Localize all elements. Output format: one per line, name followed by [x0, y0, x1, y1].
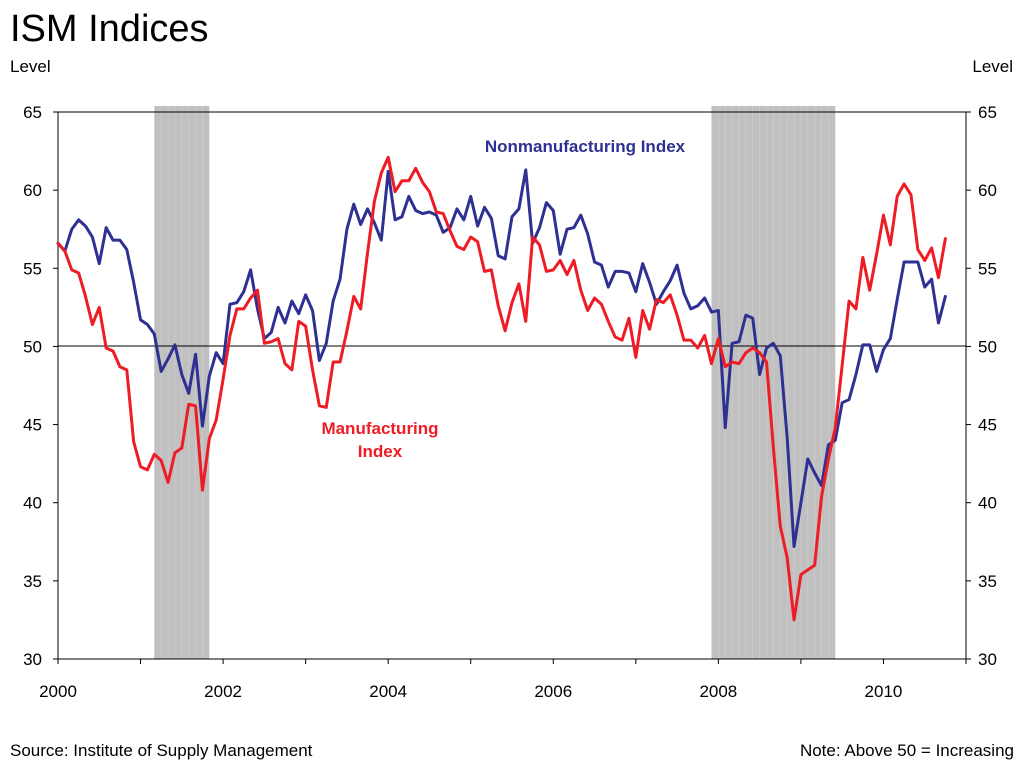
x-tick-label: 2002 [204, 682, 242, 701]
y-tick-label-left: 40 [23, 494, 42, 513]
y-tick-label-left: 50 [23, 337, 42, 356]
manufacturing-indexline [56, 155, 947, 622]
y-tick-label-left: 30 [23, 650, 42, 669]
y-tick-label-right: 40 [978, 494, 997, 513]
y-tick-label-left: 60 [23, 181, 42, 200]
recession-bands [154, 106, 836, 659]
nonmanufacturing-indexline [56, 168, 947, 548]
increasing-note: Note: Above 50 = Increasing [799, 741, 1014, 760]
nonmanufacturing-label: Nonmanufacturing Index [485, 137, 686, 156]
chart-title: ISM Indices [10, 8, 209, 50]
left-axis-unit-label: Level [10, 57, 51, 76]
axis-ticks: 30 30 35 35 40 40 45 45 50 50 55 55 60 60 65 65 2000 2002… [23, 103, 997, 701]
y-tick-label-left: 55 [23, 259, 42, 278]
right-axis-unit-label: Level [972, 57, 1013, 76]
y-tick-label-right: 50 [978, 337, 997, 356]
y-tick-label-right: 30 [978, 650, 997, 669]
source-note: Source: Institute of Supply Management [10, 741, 313, 760]
x-tick-label: 2010 [865, 682, 903, 701]
manufacturing-label-line2: Index [358, 442, 403, 461]
y-tick-label-right: 35 [978, 572, 997, 591]
y-tick-label-right: 45 [978, 416, 997, 435]
y-tick-label-left: 35 [23, 572, 42, 591]
y-tick-label-right: 60 [978, 181, 997, 200]
x-tick-label: 2000 [39, 682, 77, 701]
y-tick-label-left: 65 [23, 103, 42, 122]
x-tick-label: 2006 [534, 682, 572, 701]
series-lines [56, 155, 947, 622]
y-tick-label-left: 45 [23, 416, 42, 435]
x-tick-label: 2008 [699, 682, 737, 701]
x-tick-label: 2004 [369, 682, 407, 701]
manufacturing-label-line1: Manufacturing [321, 419, 438, 438]
y-tick-label-right: 55 [978, 259, 997, 278]
plot-area-frame [57, 111, 967, 660]
y-tick-label-right: 65 [978, 103, 997, 122]
